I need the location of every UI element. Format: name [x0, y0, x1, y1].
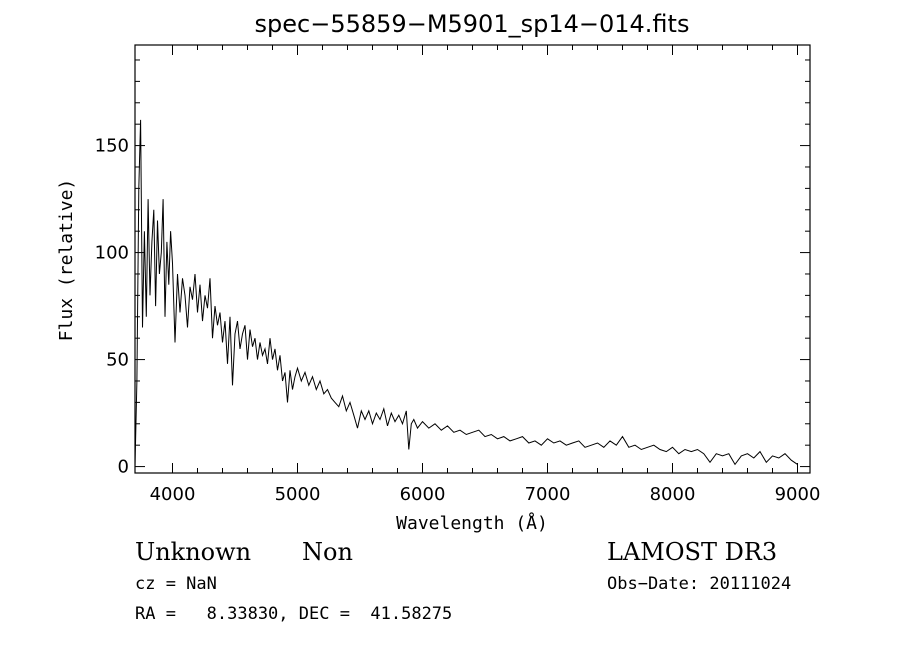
y-axis-label: Flux (relative) — [56, 179, 77, 342]
x-tick-label: 8000 — [650, 484, 696, 505]
y-tick-label: 100 — [95, 243, 129, 264]
y-axis: 0 50 100 150 — [95, 59, 810, 478]
object-class: Unknown — [135, 538, 252, 566]
y-tick-label: 150 — [95, 136, 129, 157]
x-tick-label: 5000 — [275, 484, 321, 505]
redshift-value: cz = NaN — [135, 574, 217, 594]
object-subclass: Non — [302, 538, 353, 566]
x-tick-label: 6000 — [400, 484, 446, 505]
coordinates: RA = 8.33830, DEC = 41.58275 — [135, 604, 453, 624]
survey-release: LAMOST DR3 — [607, 538, 778, 566]
x-tick-label: 4000 — [150, 484, 196, 505]
y-tick-label: 50 — [106, 350, 129, 371]
x-axis: 4000 5000 6000 7000 8000 9000 — [150, 45, 821, 505]
y-tick-label: 0 — [118, 457, 129, 478]
x-tick-label: 9000 — [775, 484, 821, 505]
observation-date: Obs−Date: 20111024 — [607, 574, 792, 594]
x-axis-label: Wavelength (Å) — [396, 512, 548, 534]
x-tick-label: 7000 — [525, 484, 571, 505]
spectrum-line — [134, 119, 798, 467]
chart-title: spec−55859−M5901_sp14−014.fits — [255, 10, 690, 38]
plot-frame — [134, 44, 811, 474]
